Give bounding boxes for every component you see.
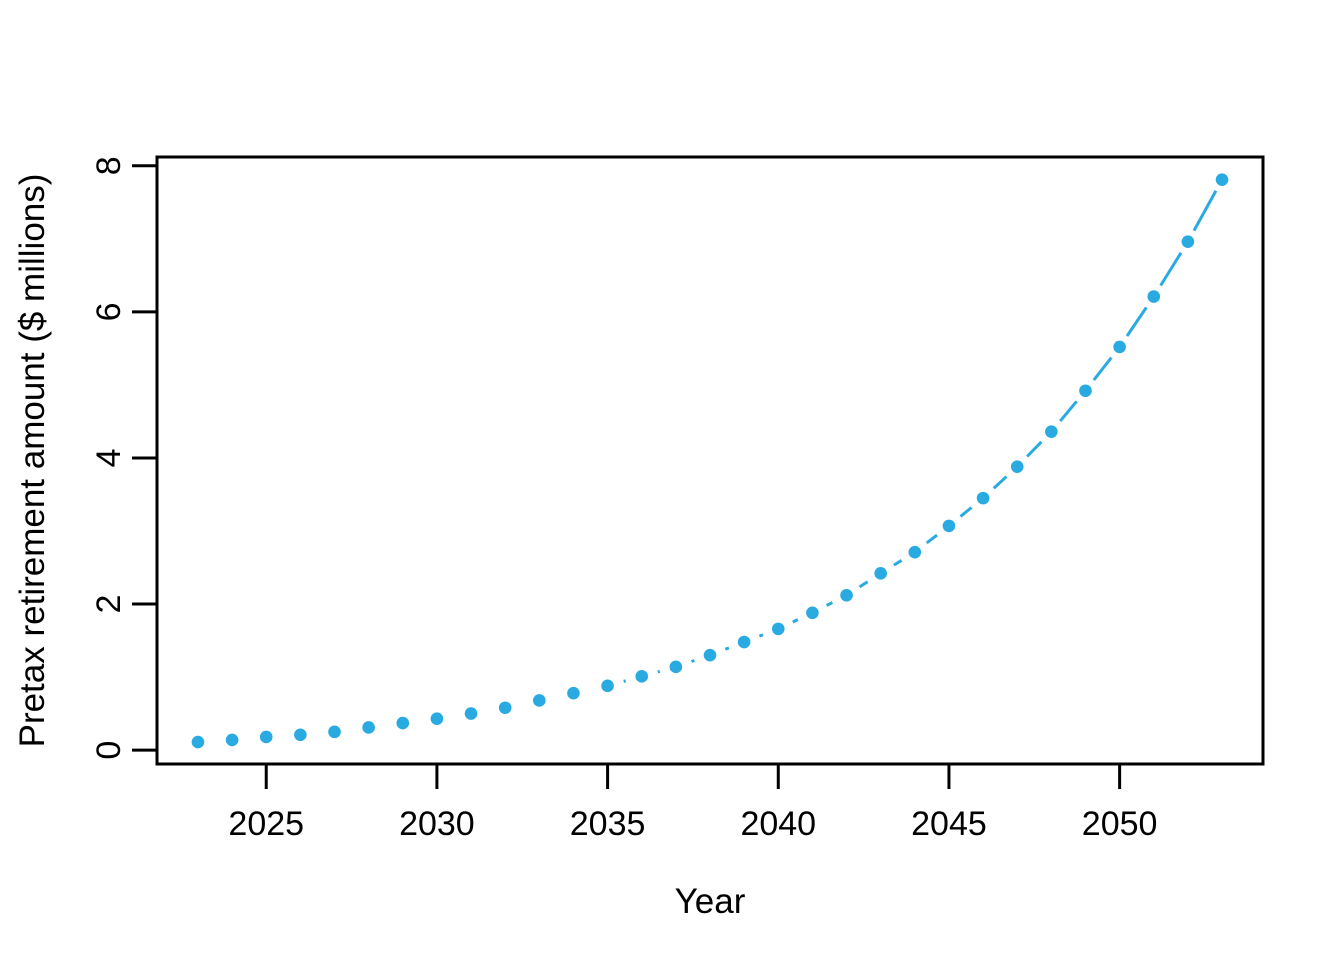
data-point-2049 [1079,384,1092,398]
x-axis-tick-label: 2025 [228,805,304,843]
y-axis-tick-label: 2 [90,595,128,614]
data-point-2025 [259,730,273,744]
connector-segment [724,646,730,651]
data-point-2041 [806,606,819,620]
data-point-2033 [533,694,546,707]
data-point-2030 [430,712,444,726]
data-point-2046 [976,491,990,505]
plot-box [155,155,1265,766]
data-point-2040 [771,622,785,636]
data-point-2042 [840,588,853,602]
x-axis-tick-label: 2050 [1082,805,1158,843]
connector-segment [893,559,903,567]
x-axis-tick-label: 2045 [911,805,987,843]
data-point-2036 [635,670,649,683]
data-point-2023 [191,735,205,749]
connector-segment [825,601,834,607]
connector-segment [992,475,1008,490]
data-point-2051 [1147,290,1161,303]
data-point-2024 [225,733,239,747]
connector-segment [623,679,627,683]
connector-segment [1159,251,1183,287]
x-axis-tick-label: 2040 [740,805,816,843]
data-point-2050 [1113,340,1126,354]
connector-segment [925,533,938,545]
data-point-2032 [498,701,512,715]
y-axis-tick-label: 4 [90,448,128,467]
connector-segment [758,633,764,638]
connector-segment [657,669,661,674]
data-point-2034 [567,686,580,700]
connector-segment [1192,190,1218,232]
x-axis-tick-label: 2030 [399,805,475,843]
data-point-2028 [362,721,375,734]
y-axis-tick-label: 6 [90,302,128,321]
data-point-2044 [908,545,922,559]
data-point-2052 [1181,235,1195,249]
connector-segment [1092,356,1113,381]
data-point-2038 [703,648,717,662]
connector-segment [959,506,973,518]
connector-segment [1059,400,1078,423]
y-axis-tick-label: 0 [90,741,128,760]
connector-segment [1125,306,1148,337]
data-point-2037 [669,660,683,674]
data-point-2045 [942,519,956,533]
connector-segment [1026,440,1043,458]
connector-segment [792,618,799,624]
data-point-2026 [294,728,307,742]
data-point-2047 [1010,460,1024,474]
data-point-2048 [1045,425,1058,438]
x-axis-tick-label: 2035 [570,805,646,843]
x-axis-title: Year [675,882,746,921]
data-point-2027 [328,725,341,739]
data-point-2035 [601,679,614,693]
connector-segment [858,580,869,589]
data-point-2053 [1215,173,1229,186]
data-point-2029 [396,716,410,730]
data-point-2039 [737,635,751,649]
data-point-2031 [464,707,478,720]
y-axis-tick-label: 8 [90,156,128,175]
connector-segment [690,659,695,663]
data-point-2043 [874,567,887,580]
y-axis-title: Pretax retirement amount ($ millions) [13,174,52,748]
